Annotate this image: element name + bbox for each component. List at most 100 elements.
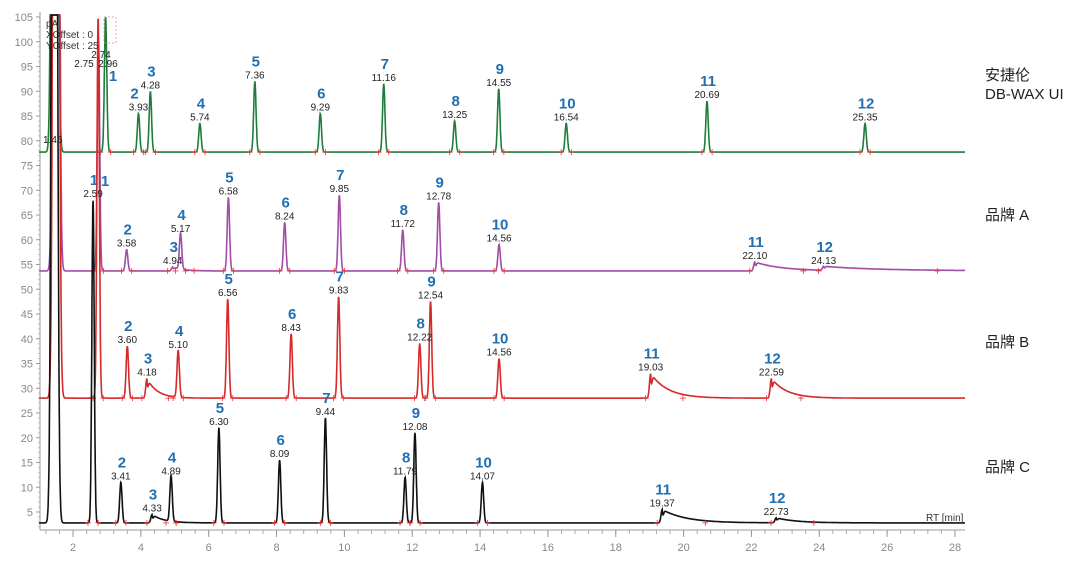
peak-number-label: 10 (475, 454, 492, 471)
integration-marker (501, 395, 508, 402)
y-tick-label: 75 (21, 161, 33, 173)
y-tick-label: 70 (21, 185, 33, 197)
x-tick-label: 16 (542, 542, 554, 554)
integration-marker (763, 395, 770, 402)
peak-rt-label: 20.69 (694, 90, 719, 101)
peak-rt-label: 7.36 (245, 70, 265, 81)
peak-rt-label: 5.17 (171, 224, 191, 235)
peak-number-label: 5 (225, 170, 233, 187)
peak-rt-label: 3.58 (117, 239, 137, 250)
integration-marker (172, 267, 179, 274)
series-name-1: 安捷伦 DB-WAX UI (985, 67, 1064, 104)
y-tick-label: 10 (21, 482, 33, 494)
peak-rt-label: 16.54 (554, 112, 579, 123)
integration-marker (867, 149, 874, 156)
peak-number-label: 4 (168, 449, 177, 466)
peak-rt-label: 2.74 (91, 50, 111, 61)
peak-rt-label: 14.56 (487, 348, 512, 359)
integration-marker (490, 149, 497, 156)
peak-rt-label: 22.73 (764, 507, 789, 518)
integration-marker (191, 267, 198, 274)
integration-marker (312, 149, 319, 156)
peak-rt-label: 9.29 (311, 103, 331, 114)
peak-number-label: 10 (559, 95, 576, 112)
peak-number-label: 6 (276, 432, 284, 449)
integration-marker (129, 395, 136, 402)
integration-marker (191, 149, 198, 156)
peak-rt-label: 6.58 (219, 187, 239, 198)
integration-marker (642, 395, 649, 402)
integration-marker (934, 267, 941, 274)
peak-rt-label: 9.85 (330, 184, 350, 195)
integration-marker (385, 149, 392, 156)
x-tick-label: 28 (949, 542, 961, 554)
peak-rt-label: 3.41 (111, 471, 131, 482)
peak-number-label: 2 (123, 222, 131, 239)
x-tick-label: 18 (610, 542, 622, 554)
peak-number-label: 8 (400, 202, 408, 219)
peak-rt-label: 9.44 (316, 407, 336, 418)
xoffset-annotation: XOffset : 0 (46, 30, 93, 41)
peak-rt-label: 8.43 (281, 323, 301, 334)
y-tick-label: 45 (21, 309, 33, 321)
x-tick-label: 24 (813, 542, 825, 554)
peak-rt-label: 14.55 (486, 78, 511, 89)
y-tick-label: 50 (21, 284, 33, 296)
peak-number-label: 3 (147, 63, 155, 80)
trace-line-3 (39, 14, 965, 399)
integration-marker (180, 395, 187, 402)
peak-number-label: 3 (170, 239, 178, 256)
peak-number-label: 11 (700, 73, 716, 90)
peak-rt-label: 11.79 (393, 466, 418, 477)
peak-number-label: 1 (109, 68, 117, 85)
integration-marker (122, 519, 129, 526)
peak-number-label: 11 (655, 482, 671, 499)
integration-marker (501, 267, 508, 274)
integration-marker (112, 519, 119, 526)
y-tick-label: 95 (21, 62, 33, 74)
peak-number-label: 9 (412, 405, 420, 422)
integration-marker (446, 149, 453, 156)
peak-rt-label: 3.93 (129, 103, 149, 114)
peak-number-label: 7 (336, 167, 344, 184)
peak-rt-label: 12.22 (407, 333, 432, 344)
trace-line-2 (39, 14, 965, 272)
x-tick-label: 20 (677, 542, 689, 554)
peak-rt-label: 4.18 (137, 367, 157, 378)
integration-marker (797, 395, 804, 402)
integration-marker (702, 519, 709, 526)
y-tick-label: 90 (21, 86, 33, 98)
integration-marker (331, 267, 338, 274)
y-tick-label: 30 (21, 383, 33, 395)
integration-marker (568, 149, 575, 156)
integration-marker (143, 519, 150, 526)
integration-marker (118, 267, 125, 274)
peak-rt-label: 24.13 (811, 256, 836, 267)
integration-marker (170, 395, 177, 402)
integration-marker (474, 519, 481, 526)
integration-marker (484, 519, 491, 526)
yoffset-annotation: YOffset : 25 (46, 41, 99, 52)
integration-marker (800, 267, 807, 274)
integration-marker (107, 149, 114, 156)
integration-marker (500, 149, 507, 156)
integration-marker (768, 519, 775, 526)
peak-rt-label: 4.89 (161, 466, 181, 477)
y-tick-label: 100 (15, 37, 33, 49)
peak-rt-label: 8.24 (275, 211, 295, 222)
integration-marker (440, 267, 447, 274)
integration-marker (173, 519, 180, 526)
integration-marker (119, 395, 126, 402)
peak-rt-label: 12.08 (402, 422, 427, 433)
integration-marker (84, 519, 91, 526)
y-tick-label: 35 (21, 359, 33, 371)
integration-marker (220, 519, 227, 526)
integration-marker (95, 519, 102, 526)
integration-marker (810, 519, 817, 526)
integration-marker (220, 267, 227, 274)
integration-marker (293, 395, 300, 402)
integration-marker (100, 267, 107, 274)
peak-number-label: 12 (769, 490, 786, 507)
x-tick-label: 2 (70, 542, 76, 554)
